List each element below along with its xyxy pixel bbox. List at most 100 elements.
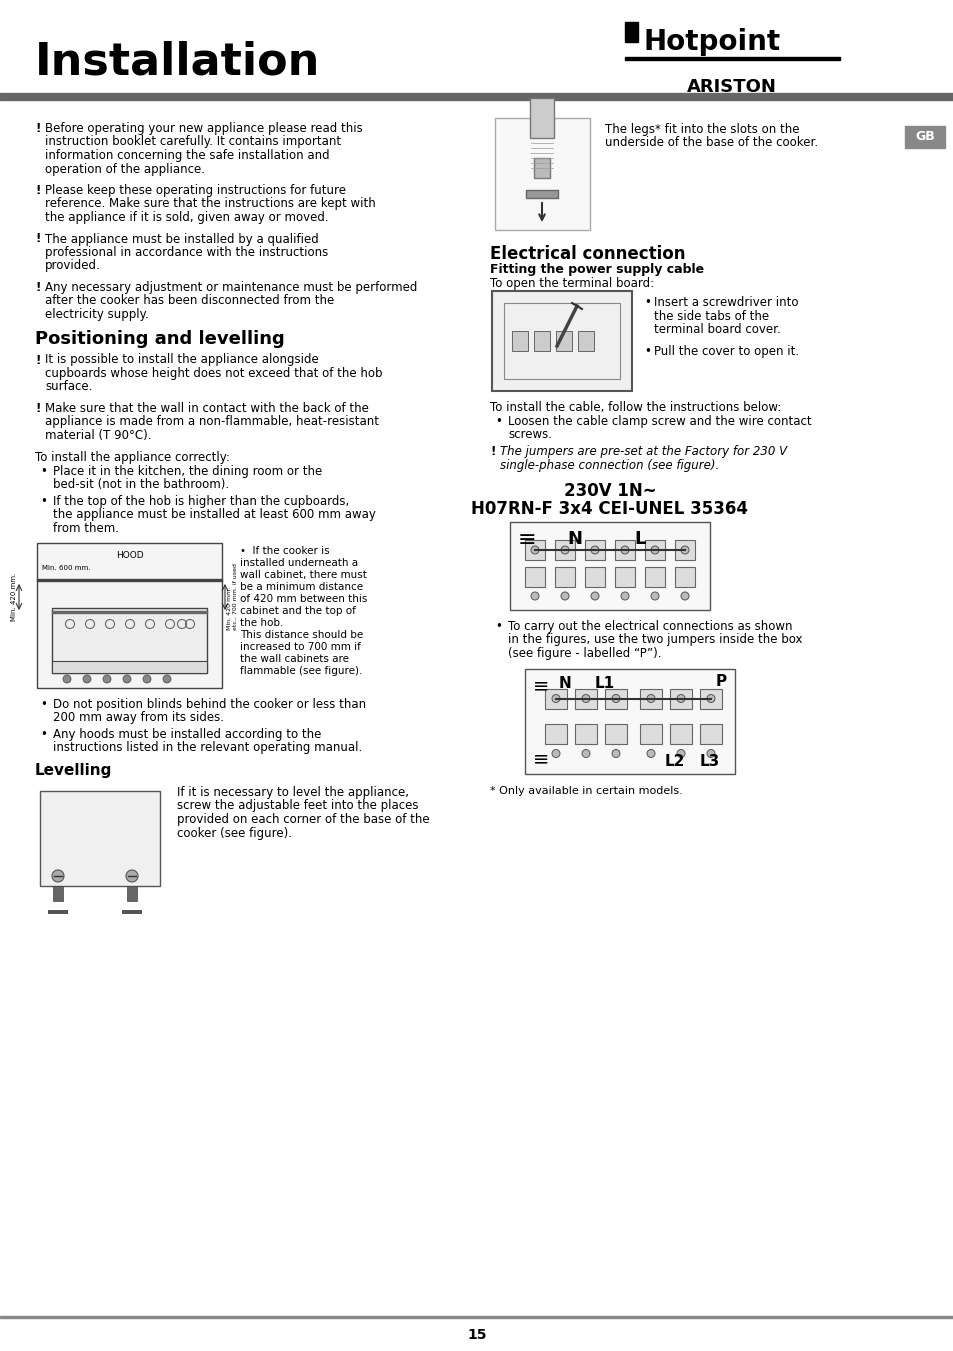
Text: increased to 700 mm if: increased to 700 mm if bbox=[240, 642, 360, 653]
Text: after the cooker has been disconnected from the: after the cooker has been disconnected f… bbox=[45, 295, 334, 308]
Text: be a minimum distance: be a minimum distance bbox=[240, 582, 363, 592]
Text: Installation: Installation bbox=[35, 41, 320, 84]
Circle shape bbox=[650, 546, 659, 554]
Circle shape bbox=[677, 694, 684, 703]
Bar bbox=[604, 724, 626, 743]
Bar bbox=[524, 567, 544, 586]
Bar bbox=[555, 540, 575, 561]
Text: Hotpoint: Hotpoint bbox=[643, 28, 781, 55]
Text: material (T 90°C).: material (T 90°C). bbox=[45, 430, 152, 442]
Bar bbox=[534, 158, 550, 178]
Circle shape bbox=[552, 750, 559, 758]
Text: underside of the base of the cooker.: underside of the base of the cooker. bbox=[604, 136, 818, 150]
Circle shape bbox=[620, 546, 628, 554]
Bar bbox=[904, 126, 944, 149]
Circle shape bbox=[646, 694, 655, 703]
Text: To open the terminal board:: To open the terminal board: bbox=[490, 277, 654, 290]
Text: The jumpers are pre-set at the Factory for 230 V: The jumpers are pre-set at the Factory f… bbox=[499, 444, 786, 458]
Bar bbox=[40, 790, 160, 886]
Text: electricity supply.: electricity supply. bbox=[45, 308, 149, 322]
Bar bbox=[624, 22, 638, 42]
Circle shape bbox=[590, 546, 598, 554]
Bar bbox=[700, 689, 721, 708]
Text: bed-sit (not in the bathroom).: bed-sit (not in the bathroom). bbox=[53, 478, 229, 490]
Text: surface.: surface. bbox=[45, 381, 92, 393]
Bar bbox=[575, 689, 597, 708]
Bar bbox=[512, 331, 527, 351]
Text: flammable (see figure).: flammable (see figure). bbox=[240, 666, 362, 676]
Circle shape bbox=[646, 750, 655, 758]
Bar bbox=[37, 580, 222, 581]
Text: Any necessary adjustment or maintenance must be performed: Any necessary adjustment or maintenance … bbox=[45, 281, 417, 295]
Text: Min. 420 mm.: Min. 420 mm. bbox=[11, 573, 17, 621]
Text: Levelling: Levelling bbox=[35, 763, 112, 778]
Text: GB: GB bbox=[914, 131, 934, 143]
Text: Do not position blinds behind the cooker or less than: Do not position blinds behind the cooker… bbox=[53, 698, 366, 711]
Circle shape bbox=[123, 676, 131, 684]
Bar bbox=[615, 567, 635, 586]
Bar bbox=[555, 567, 575, 586]
Text: (see figure - labelled “P”).: (see figure - labelled “P”). bbox=[507, 647, 660, 661]
Text: •: • bbox=[40, 494, 47, 508]
Bar bbox=[675, 540, 695, 561]
Bar bbox=[675, 567, 695, 586]
Bar bbox=[615, 540, 635, 561]
Text: reference. Make sure that the instructions are kept with: reference. Make sure that the instructio… bbox=[45, 197, 375, 211]
Bar bbox=[578, 331, 594, 351]
Text: provided.: provided. bbox=[45, 259, 101, 273]
Bar bbox=[0, 93, 953, 100]
Text: the hob.: the hob. bbox=[240, 617, 283, 628]
Bar bbox=[639, 724, 661, 743]
Text: from them.: from them. bbox=[53, 521, 119, 535]
Circle shape bbox=[560, 592, 568, 600]
Circle shape bbox=[612, 750, 619, 758]
Text: •: • bbox=[40, 728, 47, 740]
Text: N: N bbox=[567, 530, 582, 549]
Bar bbox=[530, 99, 554, 138]
Text: Min. 420 mm.
etc., 700 mm. if used: Min. 420 mm. etc., 700 mm. if used bbox=[227, 563, 237, 631]
Bar bbox=[52, 661, 207, 673]
Text: 15: 15 bbox=[467, 1328, 486, 1342]
Text: If the top of the hob is higher than the cupboards,: If the top of the hob is higher than the… bbox=[53, 494, 349, 508]
Circle shape bbox=[560, 546, 568, 554]
Text: ≡: ≡ bbox=[533, 750, 549, 769]
Text: !: ! bbox=[35, 232, 40, 246]
Bar bbox=[584, 540, 604, 561]
Bar bbox=[525, 190, 558, 199]
Bar bbox=[700, 724, 721, 743]
Text: * Only available in certain models.: * Only available in certain models. bbox=[490, 785, 682, 796]
Text: !: ! bbox=[35, 184, 40, 197]
Text: !: ! bbox=[35, 122, 40, 135]
Text: L2: L2 bbox=[664, 754, 684, 769]
Text: terminal board cover.: terminal board cover. bbox=[654, 323, 780, 336]
Circle shape bbox=[531, 592, 538, 600]
Text: Make sure that the wall in contact with the back of the: Make sure that the wall in contact with … bbox=[45, 403, 369, 415]
Bar bbox=[0, 1316, 953, 1319]
Text: Any hoods must be installed according to the: Any hoods must be installed according to… bbox=[53, 728, 321, 740]
Circle shape bbox=[680, 592, 688, 600]
Bar bbox=[524, 540, 544, 561]
Bar bbox=[556, 331, 572, 351]
Bar bbox=[52, 611, 207, 613]
Circle shape bbox=[677, 750, 684, 758]
Text: Place it in the kitchen, the dining room or the: Place it in the kitchen, the dining room… bbox=[53, 465, 322, 477]
Bar bbox=[53, 886, 63, 901]
Bar bbox=[644, 567, 664, 586]
Text: operation of the appliance.: operation of the appliance. bbox=[45, 162, 205, 176]
Text: the appliance must be installed at least 600 mm away: the appliance must be installed at least… bbox=[53, 508, 375, 521]
Bar bbox=[492, 290, 631, 390]
Text: HOOD: HOOD bbox=[115, 551, 143, 561]
Text: Pull the cover to open it.: Pull the cover to open it. bbox=[654, 345, 799, 358]
Text: cabinet and the top of: cabinet and the top of bbox=[240, 607, 355, 616]
Text: information concerning the safe installation and: information concerning the safe installa… bbox=[45, 149, 330, 162]
Text: ≡: ≡ bbox=[533, 677, 549, 696]
Text: cupboards whose height does not exceed that of the hob: cupboards whose height does not exceed t… bbox=[45, 367, 382, 380]
Text: instructions listed in the relevant operating manual.: instructions listed in the relevant oper… bbox=[53, 742, 362, 754]
Text: L3: L3 bbox=[700, 754, 720, 769]
Text: screw the adjustable feet into the places: screw the adjustable feet into the place… bbox=[177, 800, 418, 812]
Circle shape bbox=[581, 694, 589, 703]
Text: Before operating your new appliance please read this: Before operating your new appliance plea… bbox=[45, 122, 362, 135]
Text: !: ! bbox=[35, 354, 40, 366]
Circle shape bbox=[612, 694, 619, 703]
Text: of 420 mm between this: of 420 mm between this bbox=[240, 594, 367, 604]
